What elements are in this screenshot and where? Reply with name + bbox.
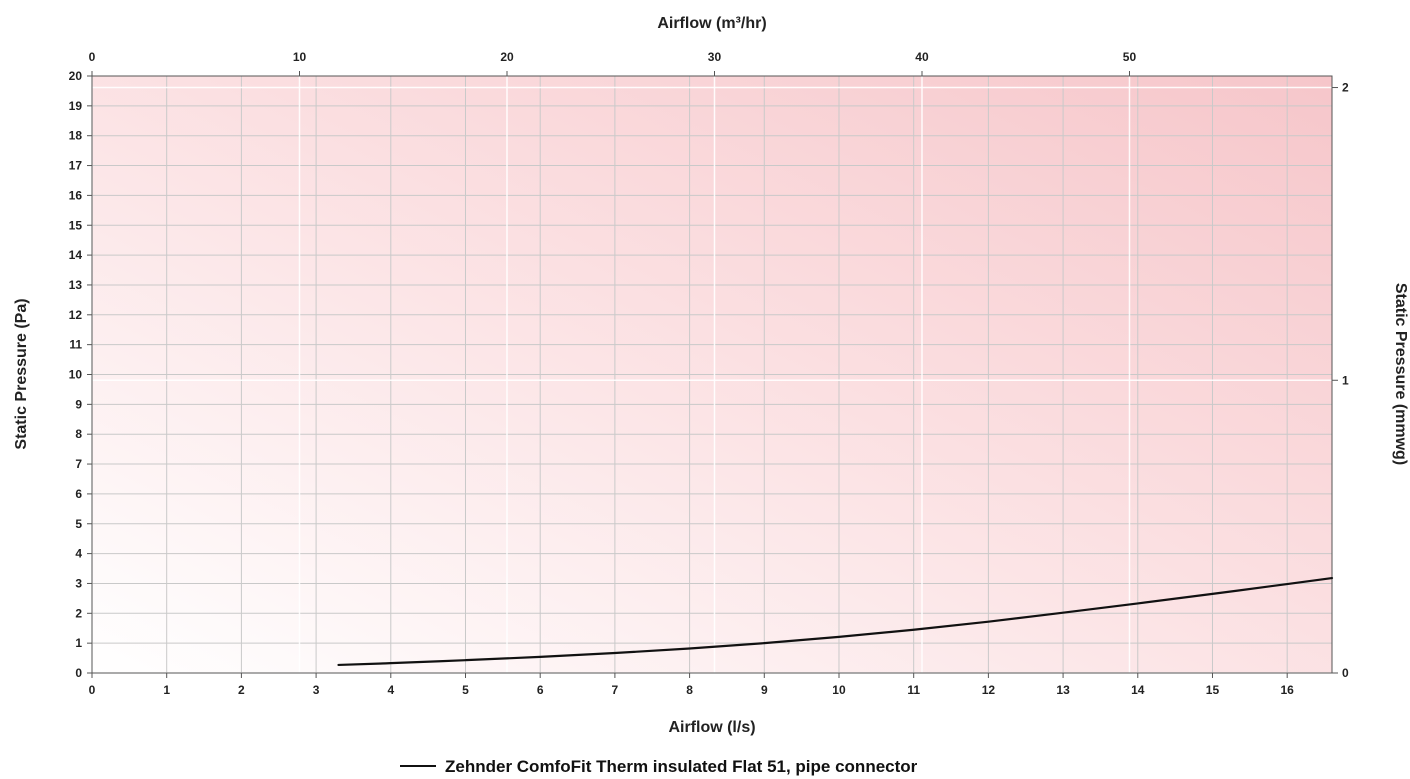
y-tick-label: 17: [69, 159, 83, 173]
x-tick-label: 11: [907, 683, 920, 697]
x-tick-label: 12: [982, 683, 996, 697]
x-tick-label: 2: [238, 683, 245, 697]
right-tick-label: 2: [1342, 81, 1349, 95]
y-axis-title-left: Static Pressure (Pa): [13, 298, 30, 449]
y-tick-label: 12: [69, 308, 83, 322]
grid-lines: [91, 75, 1332, 674]
y-axis-title-right: Static Pressure (mmwg): [1392, 283, 1409, 465]
x-tick-label: 13: [1056, 683, 1070, 697]
right-tick-label: 1: [1342, 373, 1349, 387]
x-tick-label: 5: [462, 683, 469, 697]
y-tick-label: 7: [75, 457, 82, 471]
x-tick-label: 0: [89, 683, 96, 697]
right-tick-label: 0: [1342, 666, 1349, 680]
y-tick-label: 18: [69, 129, 83, 143]
y-tick-label: 10: [69, 368, 83, 382]
y-tick-label: 14: [69, 248, 83, 262]
x-tick-label: 7: [612, 683, 619, 697]
x-tick-label: 4: [387, 683, 394, 697]
x-tick-label: 3: [313, 683, 320, 697]
top-tick-label: 30: [708, 50, 722, 64]
y-tick-label: 8: [75, 427, 82, 441]
y-tick-label: 16: [69, 188, 83, 202]
x-tick-label: 15: [1206, 683, 1220, 697]
y-tick-label: 19: [69, 99, 83, 113]
x-tick-label: 14: [1131, 683, 1145, 697]
y-tick-label: 15: [69, 218, 83, 232]
x-tick-label: 16: [1281, 683, 1295, 697]
y-tick-label: 2: [75, 606, 82, 620]
series-line: [337, 576, 1334, 667]
x-tick-label: 1: [163, 683, 170, 697]
y-tick-label: 4: [75, 547, 82, 561]
y-tick-label: 6: [75, 487, 82, 501]
legend: Zehnder ComfoFit Therm insulated Flat 51…: [400, 757, 918, 776]
x-axis-title-bottom: Airflow (l/s): [668, 719, 755, 736]
top-tick-label: 20: [500, 50, 514, 64]
series-layer: [337, 576, 1334, 667]
x-tick-label: 6: [537, 683, 544, 697]
top-tick-label: 40: [915, 50, 929, 64]
x-tick-label: 10: [832, 683, 846, 697]
y-tick-label: 13: [69, 278, 83, 292]
legend-label: Zehnder ComfoFit Therm insulated Flat 51…: [445, 757, 918, 776]
top-axis-ticks: 0 10 20 30 40 50: [89, 50, 1137, 76]
top-tick-label: 10: [293, 50, 307, 64]
right-axis-ticks: 0 1 2: [1332, 81, 1349, 680]
y-tick-label: 3: [75, 576, 82, 590]
y-tick-label: 9: [75, 397, 82, 411]
y-tick-label: 20: [69, 69, 83, 83]
top-tick-label: 50: [1123, 50, 1137, 64]
top-tick-label: 0: [89, 50, 96, 64]
x-tick-label: 8: [686, 683, 693, 697]
x-axis-title-top: Airflow (m³/hr): [657, 15, 766, 32]
y-tick-label: 1: [75, 636, 82, 650]
bottom-axis-ticks: 0 1 2 3 4 5 6 7 8 9 10 11 12 13 14 15 16: [89, 673, 1295, 697]
x-tick-label: 9: [761, 683, 768, 697]
y-tick-label: 5: [75, 517, 82, 531]
y-tick-label: 0: [75, 666, 82, 680]
y-tick-label: 11: [69, 338, 82, 352]
